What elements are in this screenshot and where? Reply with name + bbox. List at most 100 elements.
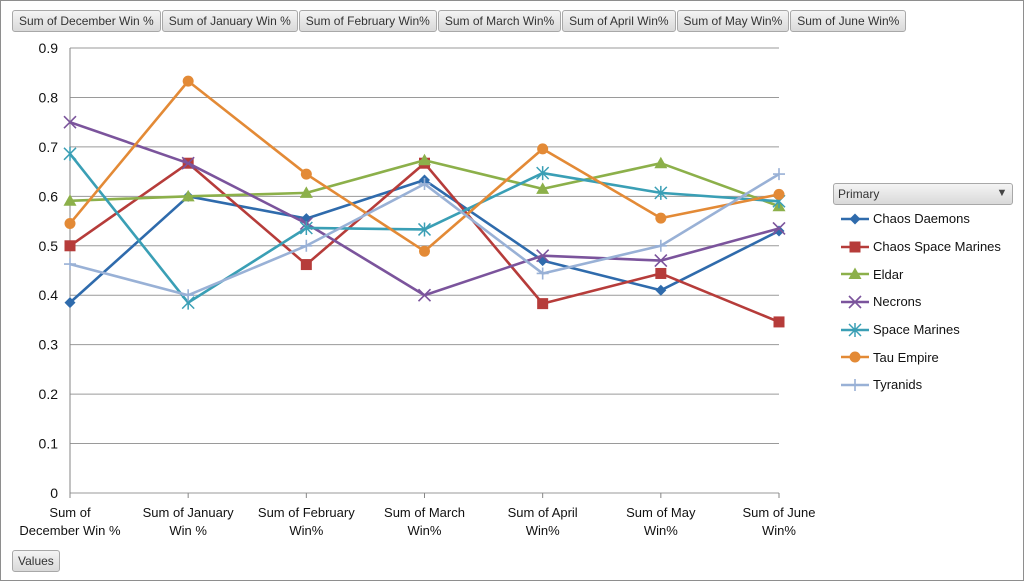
- x-tick-label: Sum of March Win%: [384, 505, 465, 538]
- data-point: [849, 213, 861, 225]
- data-point: [181, 189, 195, 202]
- data-point: [848, 267, 862, 280]
- pivot-field-bar: Sum of December Win % Sum of January Win…: [12, 10, 907, 32]
- data-point: [773, 188, 785, 200]
- legend-item-chaos-space-marines: Chaos Space Marines: [833, 233, 1013, 261]
- data-point: [300, 168, 312, 180]
- data-point: [182, 289, 195, 302]
- x-tick-label: Sum of May Win%: [626, 505, 696, 538]
- legend-item-tyranids: Tyranids: [833, 371, 1013, 399]
- data-point: [848, 295, 862, 309]
- data-point: [300, 259, 312, 271]
- data-point: [417, 222, 432, 237]
- field-button-april[interactable]: Sum of April Win%: [562, 10, 676, 32]
- legend-label: Space Marines: [873, 322, 960, 338]
- data-point: [773, 225, 785, 237]
- legend: Primary ▼ Chaos Daemons Chaos Space Marin…: [833, 183, 1013, 399]
- x-tick-label: Sum of February Win%: [258, 505, 355, 538]
- legend-label: Tau Empire: [873, 349, 939, 365]
- data-point: [182, 75, 194, 87]
- data-point: [773, 168, 785, 181]
- data-point: [299, 220, 313, 235]
- data-point: [654, 156, 668, 169]
- legend-item-tau-empire: Tau Empire: [833, 343, 1013, 371]
- data-point: [849, 241, 861, 253]
- data-point: [419, 245, 430, 257]
- series-line-chaos-daemons: [69, 178, 780, 304]
- data-point: [299, 186, 313, 198]
- legend-swatch: [841, 295, 869, 309]
- legend-swatch: [841, 322, 869, 337]
- y-tick-label: 0.6: [39, 188, 59, 204]
- data-point: [418, 153, 431, 166]
- y-tick-label: 0.4: [39, 287, 59, 303]
- field-button-june[interactable]: Sum of June Win%: [790, 10, 907, 32]
- legend-swatch: [841, 241, 869, 253]
- data-point: [64, 218, 76, 230]
- filter-icon[interactable]: ▼: [996, 187, 1008, 199]
- data-point: [773, 316, 785, 328]
- field-button-january[interactable]: Sum of January Win %: [161, 10, 298, 32]
- legend-items: Chaos Daemons Chaos Space Marines Eldar Nec…: [833, 205, 1013, 399]
- field-button-december[interactable]: Sum of December Win %: [12, 10, 161, 32]
- y-tick-label: 0.3: [39, 337, 59, 353]
- y-tick-label: 0.7: [39, 139, 59, 155]
- field-button-may[interactable]: Sum of May Win%: [676, 10, 790, 32]
- data-point: [63, 115, 77, 129]
- y-tick-label: 0.8: [39, 89, 59, 105]
- legend-label: Chaos Daemons: [873, 211, 970, 227]
- legend-header-primary[interactable]: Primary ▼: [833, 183, 1013, 205]
- y-tick-label: 0.9: [39, 40, 59, 56]
- y-tick-label: 0.5: [39, 238, 59, 254]
- y-tick-label: 0.1: [39, 436, 59, 452]
- field-button-march[interactable]: Sum of March Win%: [437, 10, 562, 32]
- data-point: [849, 378, 861, 391]
- data-point: [654, 254, 668, 268]
- data-point: [63, 194, 77, 206]
- data-point: [64, 258, 76, 271]
- x-tick-label: Sum of January Win %: [143, 505, 235, 538]
- x-tick-label: Sum of April Win%: [508, 505, 578, 538]
- data-point: [655, 267, 667, 279]
- data-point: [536, 267, 549, 280]
- data-point: [64, 297, 76, 309]
- field-button-february[interactable]: Sum of February Win%: [298, 10, 437, 32]
- legend-item-necrons: Necrons: [833, 288, 1013, 316]
- legend-item-chaos-daemons: Chaos Daemons: [833, 205, 1013, 233]
- legend-item-eldar: Eldar: [833, 260, 1013, 288]
- data-point: [537, 298, 549, 310]
- data-point: [772, 221, 786, 236]
- data-point: [417, 288, 432, 302]
- data-point: [536, 166, 550, 181]
- data-point: [536, 249, 550, 263]
- data-point: [418, 177, 431, 190]
- y-tick-label: 0: [50, 485, 58, 501]
- data-point: [181, 156, 195, 170]
- data-point: [654, 239, 667, 252]
- data-point: [655, 284, 667, 296]
- legend-label: Chaos Space Marines: [873, 239, 1001, 255]
- x-tick-label: Sum of June Win%: [743, 505, 816, 538]
- legend-swatch: [841, 213, 869, 225]
- data-point: [300, 239, 313, 252]
- data-point: [63, 146, 77, 161]
- values-button[interactable]: Values: [12, 550, 60, 572]
- data-point: [654, 185, 668, 200]
- data-point: [536, 182, 550, 194]
- legend-item-space-marines: Space Marines: [833, 316, 1013, 344]
- legend-title: Primary: [838, 187, 880, 201]
- data-point: [537, 143, 549, 155]
- legend-swatch: [841, 378, 869, 391]
- legend-label: Necrons: [873, 294, 922, 310]
- data-point: [655, 212, 667, 224]
- y-tick-label: 0.2: [39, 386, 59, 402]
- legend-swatch: [841, 351, 869, 363]
- legend-label: Tyranids: [873, 377, 923, 393]
- legend-label: Eldar: [873, 266, 904, 282]
- data-point: [849, 351, 861, 363]
- x-tick-label: Sum of December Win %: [19, 505, 121, 538]
- legend-swatch: [841, 267, 869, 280]
- data-point: [848, 322, 862, 337]
- data-point: [64, 240, 76, 252]
